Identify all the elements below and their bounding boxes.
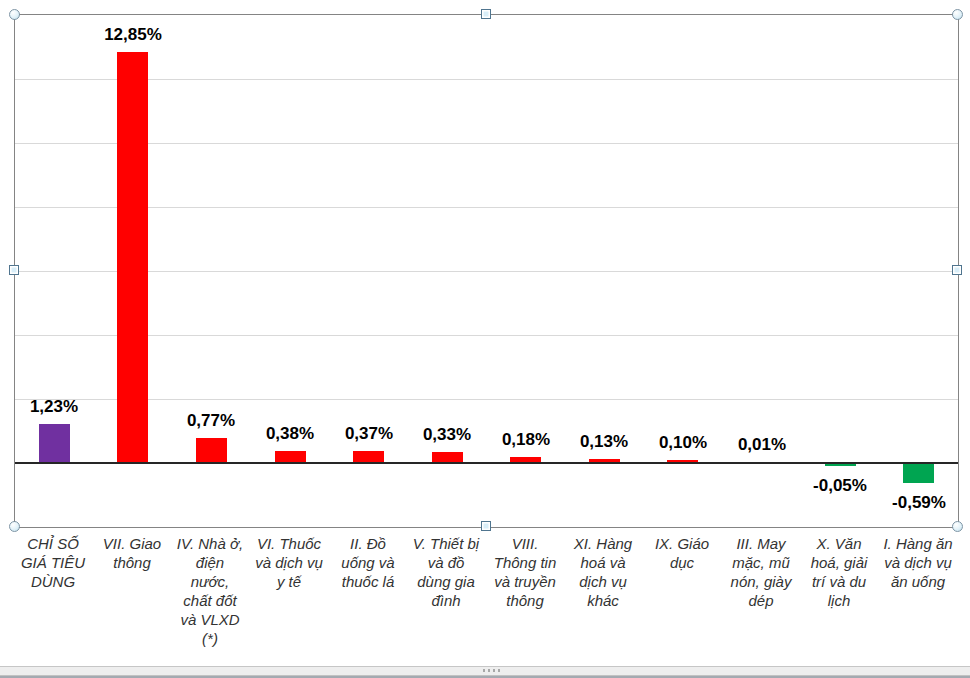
category-axis-label: III. May mặc, mũ nón, giày dép <box>716 534 806 610</box>
chart-canvas: 1,23%12,85%0,77%0,38%0,37%0,33%0,18%0,13… <box>0 0 970 678</box>
category-axis-label: V. Thiết bị và đồ dùng gia đình <box>401 534 491 610</box>
category-axis-label: CHỈ SỐ GIÁ TIÊU DÙNG <box>8 534 98 591</box>
category-axis-labels: CHỈ SỐ GIÁ TIÊU DÙNGVII. Giao thôngIV. N… <box>14 534 957 664</box>
selection-handle-bottom-left[interactable] <box>9 521 20 532</box>
gridline <box>15 143 958 144</box>
gridline <box>15 335 958 336</box>
gridline <box>15 399 958 400</box>
gridline <box>15 207 958 208</box>
selection-handle-top-left[interactable] <box>9 9 20 20</box>
category-axis-label: VI. Thuốc và dịch vụ y tế <box>244 534 334 591</box>
data-label: -0,59% <box>871 493 967 513</box>
chart-plot-area[interactable]: 1,23%12,85%0,77%0,38%0,37%0,33%0,18%0,13… <box>14 14 959 528</box>
gridline <box>15 271 958 272</box>
bar[interactable] <box>39 424 70 463</box>
selection-handle-top-right[interactable] <box>952 9 963 20</box>
selection-handle-bottom-middle[interactable] <box>481 521 491 531</box>
scrollbar-grip[interactable] <box>483 668 500 672</box>
selection-handle-middle-right[interactable] <box>952 265 962 275</box>
data-label: 1,23% <box>6 397 102 417</box>
category-axis-line <box>15 462 958 464</box>
category-axis-label: XI. Hàng hoá và dịch vụ khác <box>558 534 648 610</box>
category-axis-label: IV. Nhà ở, điện nước, chất đốt và VLXD (… <box>165 534 255 648</box>
bar[interactable] <box>117 52 148 463</box>
bar[interactable] <box>903 464 934 483</box>
bar[interactable] <box>196 438 227 463</box>
selection-handle-bottom-right[interactable] <box>952 521 963 532</box>
category-axis-label: I. Hàng ăn và dịch vụ ăn uống <box>873 534 963 591</box>
category-axis-label: VII. Giao thông <box>87 534 177 572</box>
data-label: 12,85% <box>85 25 181 45</box>
bar[interactable] <box>825 464 856 466</box>
gridline <box>15 79 958 80</box>
category-axis-label: IX. Giáo dục <box>637 534 727 572</box>
selection-handle-middle-left[interactable] <box>9 265 19 275</box>
selection-handle-top-middle[interactable] <box>481 9 491 19</box>
category-axis-label: VIII. Thông tin và truyền thông <box>480 534 570 610</box>
data-label: 0,01% <box>714 435 810 455</box>
category-axis-label: II. Đồ uống và thuốc lá <box>323 534 413 591</box>
category-axis-label: X. Văn hoá, giải trí và du lịch <box>794 534 884 610</box>
